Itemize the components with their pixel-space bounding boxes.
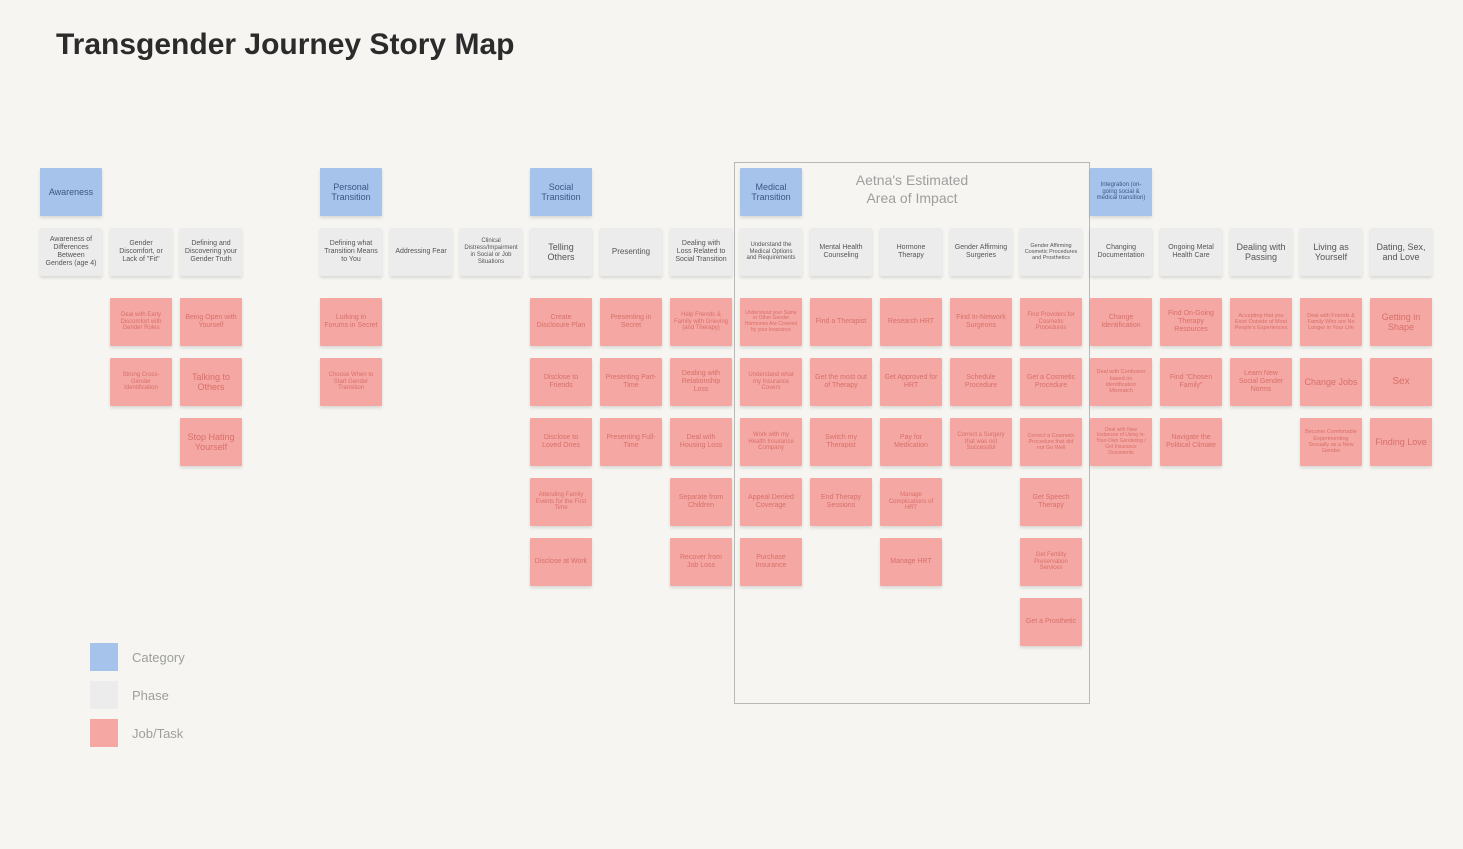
- legend-swatch-phase: [90, 681, 118, 709]
- task-card: Sex: [1370, 358, 1432, 406]
- task-card: Pay for Medication: [880, 418, 942, 466]
- task-card: Research HRT: [880, 298, 942, 346]
- task-card: Strong Cross-Gender Identification: [110, 358, 172, 406]
- task-card: Get the most out of Therapy: [810, 358, 872, 406]
- task-card: Deal with Early Discomfort with Gender R…: [110, 298, 172, 346]
- task-card: Get Fertility Preservation Services: [1020, 538, 1082, 586]
- legend-swatch-category: [90, 643, 118, 671]
- legend-row-task: Job/Task: [90, 719, 185, 747]
- phase-card: Dating, Sex, and Love: [1370, 228, 1432, 276]
- phase-card: Hormone Therapy: [880, 228, 942, 276]
- task-card: Disclose to Loved Ones: [530, 418, 592, 466]
- task-card: Get Speech Therapy: [1020, 478, 1082, 526]
- category-card: Awareness: [40, 168, 102, 216]
- phase-card: Changing Documentation: [1090, 228, 1152, 276]
- task-card: Navigate the Political Climate: [1160, 418, 1222, 466]
- task-card: Learn New Social Gender Norms: [1230, 358, 1292, 406]
- phase-card: Gender Discomfort, or Lack of "Fit": [110, 228, 172, 276]
- task-card: Deal with New Instances of Using in-Your…: [1090, 418, 1152, 466]
- task-card: Manage HRT: [880, 538, 942, 586]
- task-card: Help Friends & Family with Grieving (and…: [670, 298, 732, 346]
- task-card: Understand your Same or Other Gender Hor…: [740, 298, 802, 346]
- task-card: Find Providers for Cosmetic Procedures: [1020, 298, 1082, 346]
- task-card: Separate from Children: [670, 478, 732, 526]
- task-card: Manage Complications of HRT: [880, 478, 942, 526]
- task-card: Talking to Others: [180, 358, 242, 406]
- task-card: Disclose at Work: [530, 538, 592, 586]
- task-card: Switch my Therapist: [810, 418, 872, 466]
- category-card: Personal Transition: [320, 168, 382, 216]
- task-card: Correct a Surgery that was not Successfu…: [950, 418, 1012, 466]
- task-card: Purchase Insurance: [740, 538, 802, 586]
- task-card: Recover from Job Loss: [670, 538, 732, 586]
- phase-card: Clinical Distress/Impairment in Social o…: [460, 228, 522, 276]
- task-card: Correct a Cosmetic Procedure that did no…: [1020, 418, 1082, 466]
- task-card: Appeal Denied Coverage: [740, 478, 802, 526]
- task-card: Presenting in Secret: [600, 298, 662, 346]
- task-card: Understand what my Insurance Covers: [740, 358, 802, 406]
- phase-card: Living as Yourself: [1300, 228, 1362, 276]
- task-card: Find "Chosen Family": [1160, 358, 1222, 406]
- task-card: Work with my Health Insurance Company: [740, 418, 802, 466]
- legend-swatch-task: [90, 719, 118, 747]
- legend: Category Phase Job/Task: [90, 643, 185, 757]
- task-card: Deal with Confusion based on Identificat…: [1090, 358, 1152, 406]
- task-card: Being Open with Yourself: [180, 298, 242, 346]
- phase-card: Gender Affirming Surgeries: [950, 228, 1012, 276]
- task-card: Become Comfortable Experimenting Sexuall…: [1300, 418, 1362, 466]
- phase-card: Presenting: [600, 228, 662, 276]
- category-card: Social Transition: [530, 168, 592, 216]
- phase-card: Dealing with Loss Related to Social Tran…: [670, 228, 732, 276]
- category-card: Medical Transition: [740, 168, 802, 216]
- task-card: Presenting Part-Time: [600, 358, 662, 406]
- task-card: Create Disclosure Plan: [530, 298, 592, 346]
- task-card: End Therapy Sessions: [810, 478, 872, 526]
- task-card: Get a Cosmetic Procedure: [1020, 358, 1082, 406]
- legend-row-phase: Phase: [90, 681, 185, 709]
- task-card: Get a Prosthetic: [1020, 598, 1082, 646]
- task-card: Disclose to Friends: [530, 358, 592, 406]
- task-card: Change Identification: [1090, 298, 1152, 346]
- task-card: Schedule Procedure: [950, 358, 1012, 406]
- phase-card: Mental Health Counseling: [810, 228, 872, 276]
- task-card: Deal with Housing Loss: [670, 418, 732, 466]
- legend-row-category: Category: [90, 643, 185, 671]
- task-card: Finding Love: [1370, 418, 1432, 466]
- task-card: Presenting Full-Time: [600, 418, 662, 466]
- task-card: Choose When to Start Gender Transition: [320, 358, 382, 406]
- phase-card: Defining and Discovering your Gender Tru…: [180, 228, 242, 276]
- task-card: Find On-Going Therapy Resources: [1160, 298, 1222, 346]
- task-card: Getting in Shape: [1370, 298, 1432, 346]
- legend-label: Phase: [132, 688, 169, 703]
- task-card: Dealing with Relationship Loss: [670, 358, 732, 406]
- phase-card: Understand the Medical Options and Requi…: [740, 228, 802, 276]
- task-card: Find In-Network Surgeons: [950, 298, 1012, 346]
- task-card: Attending Family Events for the First Ti…: [530, 478, 592, 526]
- task-card: Get Approved for HRT: [880, 358, 942, 406]
- task-card: Stop Hating Yourself: [180, 418, 242, 466]
- task-card: Deal with Friends & Family Who are No Lo…: [1300, 298, 1362, 346]
- phase-card: Telling Others: [530, 228, 592, 276]
- phase-card: Defining what Transition Means to You: [320, 228, 382, 276]
- phase-card: Ongoing Metal Health Care: [1160, 228, 1222, 276]
- page-title: Transgender Journey Story Map: [56, 28, 1463, 62]
- phase-card: Gender Affirming Cosmetic Procedures and…: [1020, 228, 1082, 276]
- phase-card: Addressing Fear: [390, 228, 452, 276]
- phase-card: Dealing with Passing: [1230, 228, 1292, 276]
- legend-label: Job/Task: [132, 726, 183, 741]
- legend-label: Category: [132, 650, 185, 665]
- task-card: Change Jobs: [1300, 358, 1362, 406]
- phase-card: Awareness of Differences Between Genders…: [40, 228, 102, 276]
- category-card: Integration (on-going social & medical t…: [1090, 168, 1152, 216]
- task-card: Lurking in Forums in Secret: [320, 298, 382, 346]
- task-card: Find a Therapist: [810, 298, 872, 346]
- task-card: Accepting that you Exist Outside of Most…: [1230, 298, 1292, 346]
